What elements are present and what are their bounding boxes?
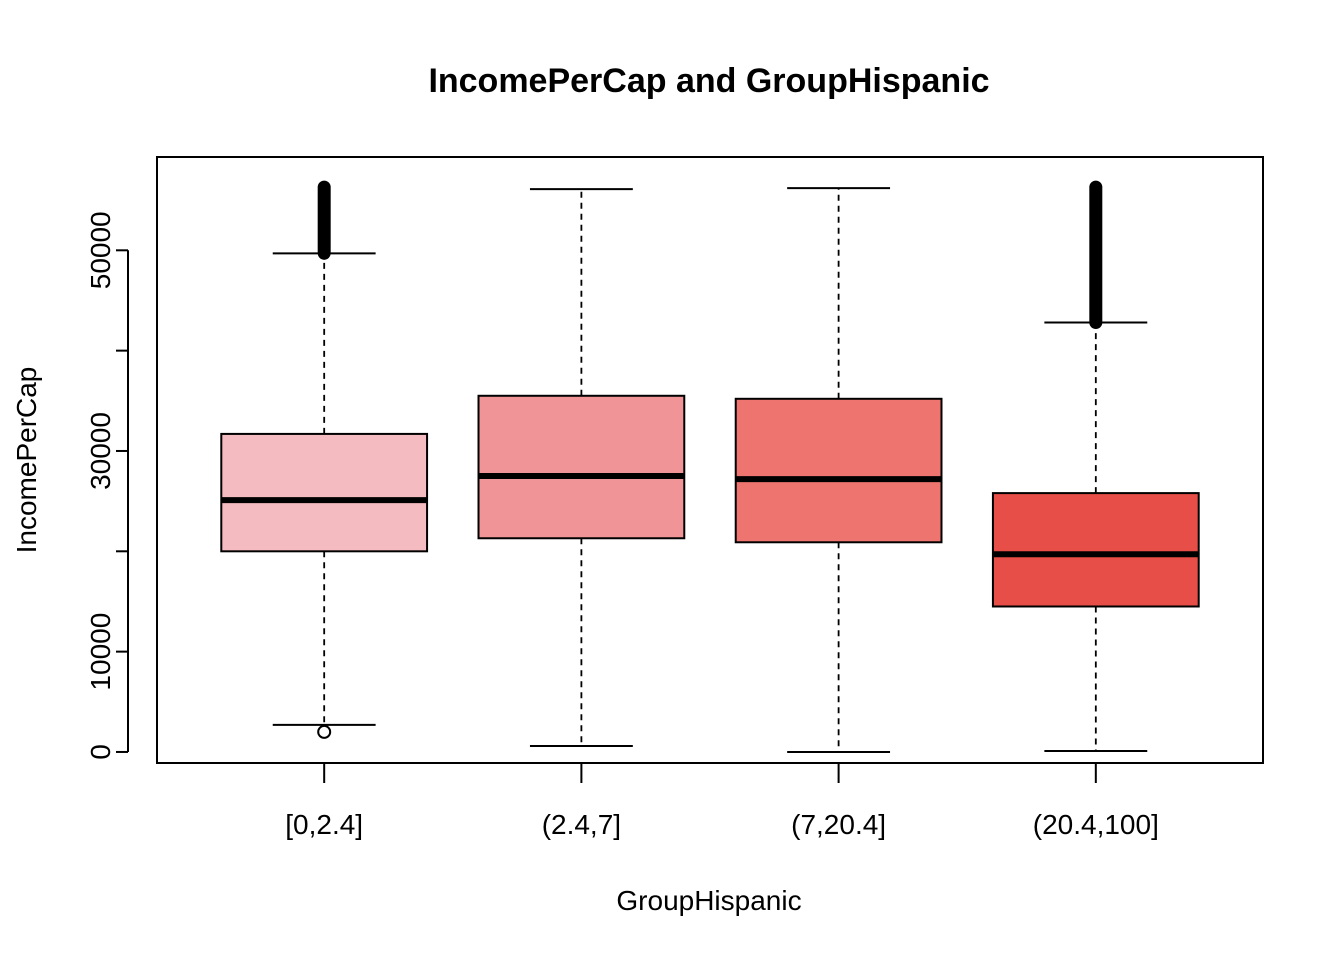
x-axis: [0,2.4] (2.4,7] (7,20.4] (20.4,100] <box>285 762 1159 840</box>
y-tick-label: 10000 <box>85 613 116 691</box>
box-iqr <box>220 432 429 553</box>
box-group <box>991 180 1200 752</box>
boxes-layer <box>220 180 1200 753</box>
box-group <box>477 188 686 747</box>
x-tick-label: (7,20.4] <box>791 809 886 840</box>
box-iqr <box>991 492 1200 608</box>
x-tick-label: (2.4,7] <box>542 809 621 840</box>
y-tick-label: 50000 <box>85 211 116 289</box>
chart-title: IncomePerCap and GroupHispanic <box>428 62 989 100</box>
outlier-point-low <box>317 724 332 739</box>
x-axis-label: GroupHispanic <box>616 885 801 916</box>
y-axis-label: IncomePerCap <box>11 367 42 554</box>
x-tick-label: [0,2.4] <box>285 809 363 840</box>
x-tick-label: (20.4,100] <box>1033 809 1159 840</box>
y-tick-label: 30000 <box>85 412 116 490</box>
box-group <box>220 180 429 739</box>
y-axis: 0 10000 30000 50000 <box>85 211 129 760</box>
y-tick-label: 0 <box>85 744 116 760</box>
box-group <box>734 187 943 753</box>
box-iqr <box>477 394 686 540</box>
box-iqr <box>734 397 943 544</box>
